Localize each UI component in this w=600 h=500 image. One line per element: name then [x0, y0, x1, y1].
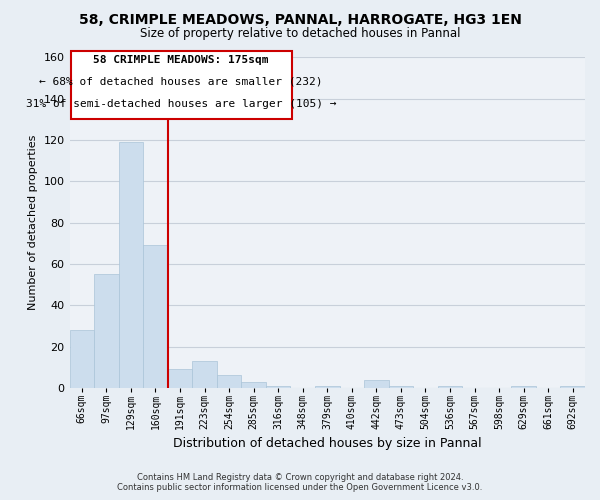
- Bar: [192, 361, 217, 388]
- Text: ← 68% of detached houses are smaller (232): ← 68% of detached houses are smaller (23…: [40, 77, 323, 87]
- Bar: [167, 370, 192, 388]
- Bar: [266, 386, 290, 388]
- Bar: [389, 386, 413, 388]
- Bar: [315, 386, 340, 388]
- Text: 58, CRIMPLE MEADOWS, PANNAL, HARROGATE, HG3 1EN: 58, CRIMPLE MEADOWS, PANNAL, HARROGATE, …: [79, 12, 521, 26]
- X-axis label: Distribution of detached houses by size in Pannal: Distribution of detached houses by size …: [173, 437, 482, 450]
- Text: 58 CRIMPLE MEADOWS: 175sqm: 58 CRIMPLE MEADOWS: 175sqm: [94, 55, 269, 65]
- Text: Contains HM Land Registry data © Crown copyright and database right 2024.
Contai: Contains HM Land Registry data © Crown c…: [118, 473, 482, 492]
- Bar: [70, 330, 94, 388]
- FancyBboxPatch shape: [71, 51, 292, 119]
- Bar: [438, 386, 462, 388]
- Text: Size of property relative to detached houses in Pannal: Size of property relative to detached ho…: [140, 28, 460, 40]
- Text: 31% of semi-detached houses are larger (105) →: 31% of semi-detached houses are larger (…: [26, 98, 337, 108]
- Bar: [143, 246, 167, 388]
- Bar: [364, 380, 389, 388]
- Bar: [241, 382, 266, 388]
- Bar: [94, 274, 119, 388]
- Y-axis label: Number of detached properties: Number of detached properties: [28, 135, 38, 310]
- Bar: [119, 142, 143, 388]
- Bar: [511, 386, 536, 388]
- Bar: [217, 376, 241, 388]
- Bar: [560, 386, 585, 388]
